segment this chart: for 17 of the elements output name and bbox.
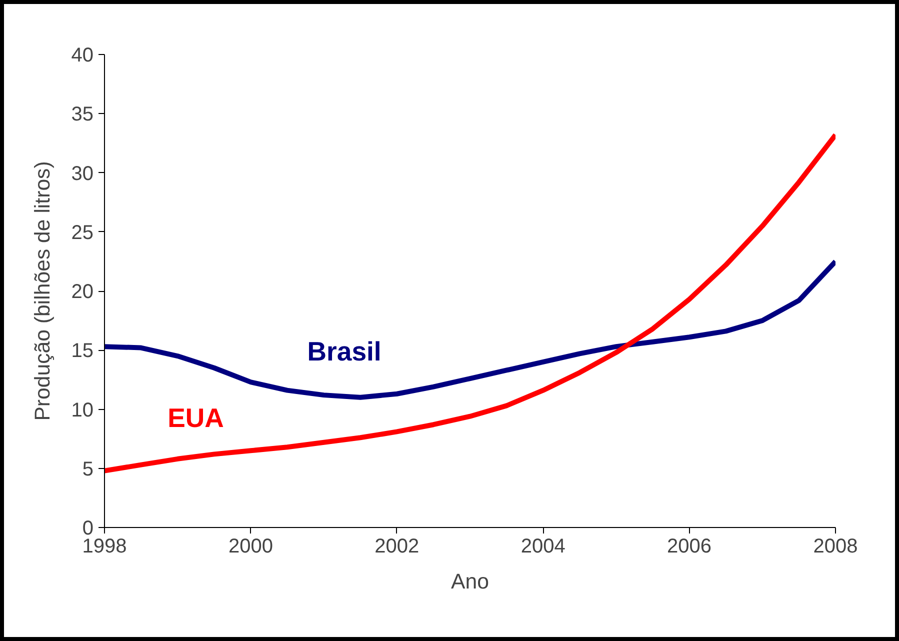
x-tick-label: 2004 (520, 536, 566, 558)
y-tick-label: 25 (71, 222, 94, 244)
y-tick-label: 15 (71, 340, 94, 362)
y-tick-label: 40 (71, 44, 94, 66)
x-tick-label: 2008 (813, 536, 858, 558)
series-label: Brasil (307, 336, 382, 367)
y-tick-label: 20 (71, 281, 94, 303)
y-tick-label: 5 (82, 458, 94, 480)
series-label: EUA (168, 402, 224, 433)
y-tick-label: 30 (71, 162, 94, 185)
y-axis-title: Produção (bilhões de litros) (30, 161, 54, 421)
x-tick-label: 2000 (228, 536, 273, 558)
x-tick-label: 2002 (374, 536, 420, 558)
x-axis-title: Ano (451, 570, 489, 594)
y-tick-label: 35 (71, 104, 94, 126)
y-tick-label: 10 (71, 399, 94, 422)
x-tick-label: 2006 (667, 536, 712, 558)
